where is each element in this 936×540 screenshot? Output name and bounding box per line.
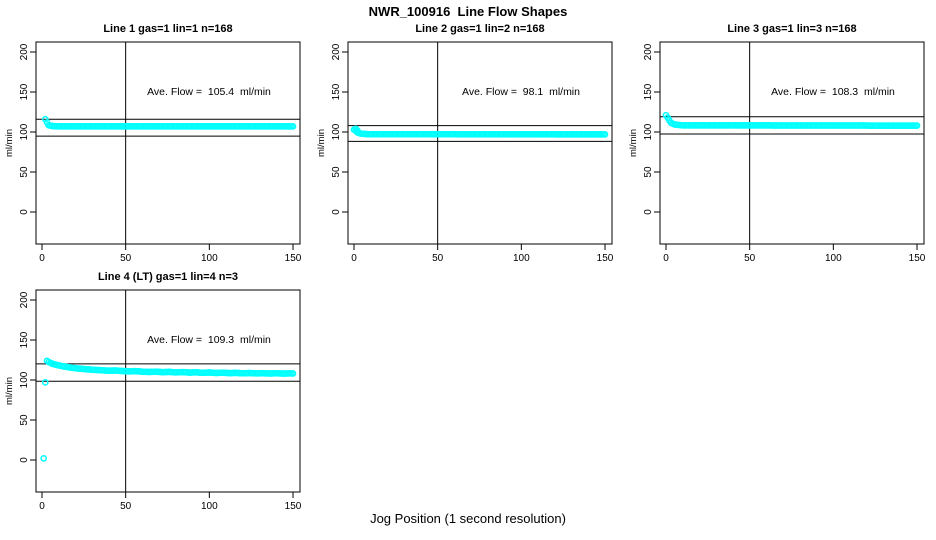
x-tick-label: 150 xyxy=(285,253,302,264)
plot-area-line-4: 0 50 100 150 0 50 100 150 200 ml/min xyxy=(4,289,302,512)
x-tick-label: 0 xyxy=(39,253,45,264)
x-tick-label: 0 xyxy=(663,253,669,264)
y-tick-label: 0 xyxy=(19,209,30,215)
data-point xyxy=(601,131,609,138)
y-tick-label: 150 xyxy=(19,83,30,100)
data-point xyxy=(289,123,297,130)
y-tick-label: 50 xyxy=(19,166,30,178)
subplot-line-1: 0 50 100 150 0 50 100 150 200 ml/min Line 1 gas=1… xyxy=(0,10,312,270)
ave-flow-annotation: Ave. Flow = 109.3 ml/min xyxy=(147,334,271,346)
plot-box xyxy=(659,41,925,245)
plot-area-line-3: 0 50 100 150 0 50 100 150 200 ml/min xyxy=(628,41,926,264)
x-tick-label: 0 xyxy=(351,253,357,264)
y-tick-label: 200 xyxy=(19,291,30,308)
ave-flow-annotation: Ave. Flow = 105.4 ml/min xyxy=(147,86,271,98)
x-axis-figure-label: Jog Position (1 second resolution) xyxy=(370,511,566,526)
y-axis-label: ml/min xyxy=(628,129,639,157)
y-tick-label: 150 xyxy=(19,331,30,348)
y-tick-label: 100 xyxy=(19,371,30,388)
subplot-title: Line 4 (LT) gas=1 lin=4 n=3 xyxy=(97,271,239,283)
plot-area-line-1: 0 50 100 150 0 50 100 150 200 ml/min xyxy=(4,41,302,264)
subplot-line-3: 0 50 100 150 0 50 100 150 200 ml/min Line 3 gas=1… xyxy=(624,10,936,270)
data-point xyxy=(913,122,921,129)
y-tick-label: 50 xyxy=(19,414,30,426)
y-tick-label: 50 xyxy=(643,166,654,178)
subplot-title: Line 3 gas=1 lin=3 n=168 xyxy=(727,23,857,35)
outlier-point xyxy=(40,455,48,462)
y-tick-label: 0 xyxy=(19,457,30,463)
y-tick-label: 200 xyxy=(643,43,654,60)
ave-flow-annotation: Ave. Flow = 98.1 ml/min xyxy=(462,86,580,98)
y-tick-label: 100 xyxy=(19,123,30,140)
y-tick-label: 150 xyxy=(331,83,342,100)
outlier-point xyxy=(41,379,49,386)
ave-flow-annotation: Ave. Flow = 108.3 ml/min xyxy=(771,86,895,98)
figure-title: NWR_100916 Line Flow Shapes xyxy=(368,4,568,19)
x-tick-label: 50 xyxy=(120,501,132,512)
y-tick-label: 200 xyxy=(331,43,342,60)
x-tick-label: 50 xyxy=(120,253,132,264)
subplot-line-2: 0 50 100 150 0 50 100 150 200 ml/min Line 2 gas=1… xyxy=(312,10,624,270)
y-tick-label: 100 xyxy=(331,123,342,140)
plot-box xyxy=(347,41,613,245)
x-tick-label: 50 xyxy=(432,253,444,264)
y-tick-label: 100 xyxy=(643,123,654,140)
y-tick-label: 150 xyxy=(643,83,654,100)
subplot-title: Line 2 gas=1 lin=2 n=168 xyxy=(415,23,545,35)
outlier-point xyxy=(352,125,360,133)
subplot-title: Line 1 gas=1 lin=1 n=168 xyxy=(103,23,233,35)
y-tick-label: 0 xyxy=(643,209,654,215)
y-axis-label: ml/min xyxy=(316,129,327,157)
y-tick-label: 200 xyxy=(19,43,30,60)
outlier-point xyxy=(353,127,361,134)
y-axis-label: ml/min xyxy=(4,377,15,405)
x-tick-label: 0 xyxy=(39,501,45,512)
y-tick-label: 50 xyxy=(331,166,342,178)
x-tick-label: 100 xyxy=(201,253,218,264)
x-tick-label: 150 xyxy=(285,501,302,512)
y-axis-label: ml/min xyxy=(4,129,15,157)
x-tick-label: 150 xyxy=(597,253,614,264)
x-tick-label: 100 xyxy=(513,253,530,264)
x-tick-label: 100 xyxy=(201,501,218,512)
x-tick-label: 100 xyxy=(825,253,842,264)
y-tick-label: 0 xyxy=(331,209,342,215)
data-point xyxy=(289,370,297,377)
plot-area-line-2: 0 50 100 150 0 50 100 150 200 ml/min xyxy=(316,41,614,264)
subplot-line-4: 0 50 100 150 0 50 100 150 200 ml/min Line 4 (LT) … xyxy=(0,258,312,518)
plot-box xyxy=(35,289,301,493)
plot-box xyxy=(35,41,301,245)
x-tick-label: 150 xyxy=(909,253,926,264)
x-tick-label: 50 xyxy=(744,253,756,264)
